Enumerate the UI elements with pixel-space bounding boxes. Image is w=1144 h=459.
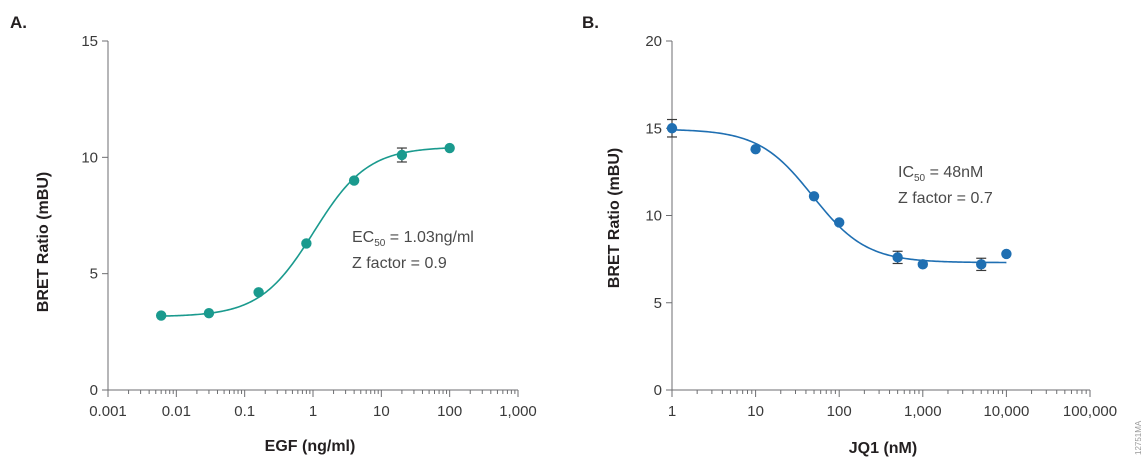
panel-b-plot: 0 5 10 15 20 1 10 100 1,000 10,000 100,000 <box>645 33 1117 420</box>
panel-b-data-point <box>834 217 845 228</box>
panel-a-data-point <box>444 142 455 154</box>
panel-b-ic50-annotation: IC50 = 48nM <box>898 164 983 184</box>
panel-b-y-axis-title: BRET Ratio (mBU) <box>606 148 623 288</box>
panel-b-y-tick-label: 20 <box>645 33 662 50</box>
panel-b-x-tick-label: 10,000 <box>983 403 1029 420</box>
panel-b-z-factor: Z factor = 0.7 <box>898 190 993 207</box>
panel-a-x-tick-label: 0.001 <box>89 403 127 420</box>
panel-a-ec50-annotation: EC50 = 1.03ng/ml <box>352 229 474 249</box>
panel-b-data-point <box>976 259 987 270</box>
panel-b-ic50-label: IC <box>898 164 914 181</box>
panel-a-x-tick-label: 0.01 <box>162 403 191 420</box>
panel-b-x-tick-label: 1,000 <box>904 403 942 420</box>
panel-b: B. BRET Ratio (mBU) JQ1 (nM) IC50 = 48nM… <box>582 13 1117 457</box>
panel-a-x-tick-label: 1,000 <box>499 403 537 420</box>
panel-b-y-tick-label: 5 <box>654 295 662 312</box>
panel-b-data-point <box>666 123 678 134</box>
panel-b-data-point <box>1001 248 1012 260</box>
panel-a-y-tick-label: 0 <box>90 382 98 399</box>
panel-a-data-point <box>301 238 312 249</box>
panel-b-y-tick-label: 15 <box>645 120 662 137</box>
panel-a-y-tick-label: 5 <box>90 266 98 283</box>
panel-a-x-tick-label: 100 <box>437 403 462 420</box>
panel-a-x-tick-label: 10 <box>373 403 390 420</box>
panel-a-y-tick-label: 15 <box>81 33 98 50</box>
panel-a-ec50-label: EC <box>352 229 374 246</box>
panel-a-plot: 0 5 10 15 0.001 0.01 0.1 1 10 100 1,000 <box>81 33 536 420</box>
panel-a-z-factor: Z factor = 0.9 <box>352 255 447 272</box>
panel-a-y-tick-label: 10 <box>81 149 98 166</box>
panel-a-data-point <box>155 310 167 321</box>
panel-b-x-tick-label: 100 <box>827 403 852 420</box>
panel-a-data-point <box>253 287 264 298</box>
panel-b-ic50-subscript: 50 <box>914 173 926 184</box>
panel-b-x-tick-label: 10 <box>747 403 764 420</box>
panel-b-x-axis-title: JQ1 (nM) <box>849 440 917 457</box>
panel-b-y-tick-label: 0 <box>654 382 662 399</box>
panel-a-ec50-subscript: 50 <box>374 238 386 249</box>
panel-a-x-tick-label: 1 <box>309 403 317 420</box>
figure-code: 12751MA <box>1134 420 1143 455</box>
panel-a-data-point <box>396 149 408 161</box>
panel-a-x-axis-title: EGF (ng/ml) <box>265 438 356 455</box>
panel-a-y-axis-title: BRET Ratio (mBU) <box>35 172 52 312</box>
panel-b-x-tick-label: 100,000 <box>1063 403 1117 420</box>
panel-b-label: B. <box>582 13 599 32</box>
panel-a-x-tick-label: 0.1 <box>234 403 255 420</box>
panel-a-data-point <box>203 308 215 319</box>
panel-a-data-point <box>348 175 360 186</box>
panel-b-x-tick-label: 1 <box>668 403 676 420</box>
panel-b-data-point <box>892 252 903 263</box>
panel-a-ec50-value: = 1.03ng/ml <box>385 229 474 246</box>
panel-b-data-point <box>808 191 820 202</box>
panel-a: A. BRET Ratio (mBU) EGF (ng/ml) EC50 = 1… <box>10 13 537 455</box>
panel-b-data-point <box>750 143 761 155</box>
panel-b-ic50-value: = 48nM <box>925 164 983 181</box>
panel-b-y-tick-label: 10 <box>645 208 662 225</box>
panel-a-label: A. <box>10 13 27 32</box>
panel-b-data-point <box>917 259 928 270</box>
